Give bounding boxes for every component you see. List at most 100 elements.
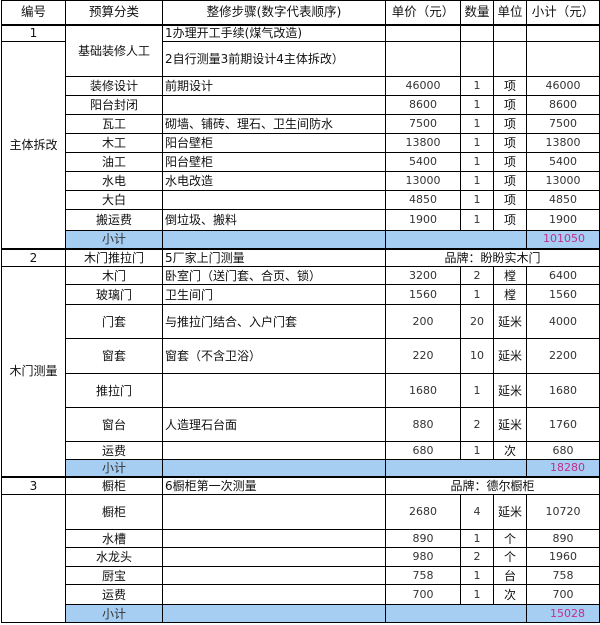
item-price: 200 (385, 304, 461, 339)
item-name: 瓦工 (65, 114, 163, 134)
item-price: 7500 (385, 114, 461, 134)
item-subtotal: 7500 (526, 114, 600, 134)
item-subtotal: 2200 (526, 338, 600, 374)
section-row: 2 木门推拉门 5厂家上门测量 品牌：盼盼实木门 (1, 247, 600, 267)
header-unit-price: 单价（元） (385, 0, 461, 26)
item-price: 980 (385, 547, 461, 567)
subtotal-label: 小计 (65, 459, 163, 477)
table-row: 门套 与推拉门结合、入户门套 200 20 延米 4000 (2, 304, 600, 339)
item-subtotal: 4850 (526, 190, 600, 210)
subtotal-value: 15028 (526, 604, 600, 623)
item-name: 厨宝 (65, 566, 163, 585)
item-qty: 2 (460, 407, 494, 442)
item-desc: 卫生间门 (162, 284, 386, 305)
item-price: 1560 (385, 284, 461, 305)
item-subtotal: 680 (526, 441, 600, 460)
table-row: 水龙头 980 2 个 1960 (2, 547, 600, 567)
item-name: 水槽 (65, 529, 163, 548)
item-subtotal: 1560 (526, 284, 600, 305)
header-subtotal: 小计（元） (526, 0, 600, 26)
group-label (1, 494, 66, 623)
section-category: 木门推拉门 (65, 247, 163, 267)
table-row: 搬运费 倒垃圾、搬料 1900 1 项 1900 (2, 209, 600, 231)
item-price: 1680 (385, 373, 461, 408)
table-row: 橱柜 2680 4 延米 10720 (1, 494, 600, 623)
item-subtotal: 700 (526, 584, 600, 605)
header-category: 预算分类 (65, 0, 163, 26)
item-desc: 窗套（不含卫浴） (162, 338, 386, 374)
item-desc (162, 494, 386, 530)
subtotal-row: 小计 15028 (2, 604, 600, 623)
section-step: 2自行测量3前期设计4主体拆改） (162, 41, 386, 77)
item-subtotal: 46000 (526, 76, 600, 96)
table-row: 水电 水电改造 13000 1 项 13000 (2, 171, 600, 191)
item-qty: 1 (460, 209, 494, 231)
section-row: 3 橱柜 6橱柜第一次测量 品牌：德尔橱柜 (1, 475, 600, 495)
item-subtotal: 4000 (526, 304, 600, 339)
group-label: 主体拆改 (1, 41, 66, 249)
subtotal-blank (385, 230, 527, 249)
subtotal-value: 101050 (526, 230, 600, 249)
item-qty: 1 (460, 566, 494, 585)
subtotal-blank (162, 459, 386, 477)
item-price: 13800 (385, 133, 461, 153)
item-unit: 项 (493, 190, 527, 210)
empty-cell (526, 23, 600, 42)
item-desc: 砌墙、铺砖、理石、卫生间防水 (162, 114, 386, 134)
subtotal-blank (162, 230, 386, 249)
subtotal-row: 小计 18280 (2, 459, 600, 477)
item-unit: 个 (493, 529, 527, 548)
item-desc (162, 441, 386, 460)
item-qty: 1 (460, 114, 494, 134)
item-unit: 项 (493, 171, 527, 191)
item-price: 8600 (385, 95, 461, 115)
header-unit: 单位 (493, 0, 527, 26)
item-unit: 延米 (493, 407, 527, 442)
item-unit: 延米 (493, 494, 527, 530)
table-row: 窗台 人造理石台面 880 2 延米 1760 (2, 407, 600, 442)
item-price: 680 (385, 441, 461, 460)
item-qty: 4 (460, 494, 494, 530)
item-unit: 樘 (493, 266, 527, 285)
subtotal-value: 18280 (526, 459, 600, 477)
item-unit: 延米 (493, 373, 527, 408)
empty-cell (493, 41, 527, 77)
item-qty: 1 (460, 76, 494, 96)
empty-cell (460, 41, 494, 77)
item-desc: 阳台壁柜 (162, 152, 386, 172)
subtotal-label: 小计 (65, 604, 163, 623)
item-name: 木门 (65, 266, 163, 285)
item-price: 758 (385, 566, 461, 585)
item-name: 阳台封闭 (65, 95, 163, 115)
item-desc: 水电改造 (162, 171, 386, 191)
item-qty: 1 (460, 441, 494, 460)
item-name: 窗套 (65, 338, 163, 374)
item-price: 3200 (385, 266, 461, 285)
item-unit: 次 (493, 441, 527, 460)
section-step: 1办理开工手续(煤气改造) (162, 23, 386, 42)
item-subtotal: 6400 (526, 266, 600, 285)
item-name: 水电 (65, 171, 163, 191)
item-desc: 前期设计 (162, 76, 386, 96)
item-unit: 次 (493, 584, 527, 605)
section-number: 1 (1, 23, 66, 42)
item-price: 700 (385, 584, 461, 605)
item-qty: 20 (460, 304, 494, 339)
item-price: 46000 (385, 76, 461, 96)
item-name: 水龙头 (65, 547, 163, 567)
item-qty: 2 (460, 547, 494, 567)
item-desc: 倒垃圾、搬料 (162, 209, 386, 231)
item-desc (162, 566, 386, 585)
subtotal-label: 小计 (65, 230, 163, 249)
table-row: 大白 4850 1 项 4850 (2, 190, 600, 210)
empty-cell (493, 23, 527, 42)
table-row: 木门测量 木门 卧室门（送门套、合页、锁） 3200 2 樘 6400 (1, 266, 600, 477)
table-row: 阳台封闭 8600 1 项 8600 (2, 95, 600, 115)
item-desc (162, 373, 386, 408)
item-name: 运费 (65, 584, 163, 605)
item-name: 大白 (65, 190, 163, 210)
item-qty: 1 (460, 584, 494, 605)
item-price: 1900 (385, 209, 461, 231)
item-name: 窗台 (65, 407, 163, 442)
table-row: 窗套 窗套（不含卫浴） 220 10 延米 2200 (2, 338, 600, 374)
